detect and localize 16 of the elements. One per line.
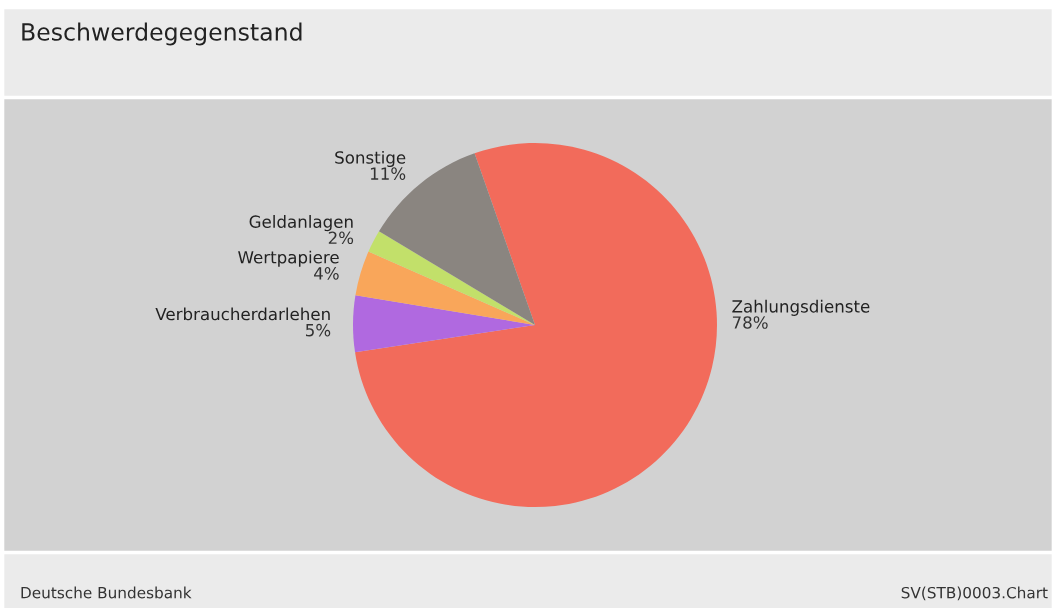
slice-label: Wertpapiere xyxy=(238,250,339,267)
data-label: 11% xyxy=(370,167,406,180)
pie-slice xyxy=(368,231,535,325)
pie-slice xyxy=(353,295,535,353)
chart-title: Beschwerdegegenstand xyxy=(22,22,302,46)
slice-label: Sonstige xyxy=(335,150,406,168)
text: Deutsche Bundesbank xyxy=(21,586,192,599)
slice-label: Zahlungsdienste xyxy=(732,299,870,316)
slice-label: Verbraucherdarlehen xyxy=(155,307,330,321)
data-label: 4% xyxy=(314,267,339,280)
text: SV(STB)0003.Chart xyxy=(901,586,1048,601)
data-label: 5% xyxy=(306,323,331,337)
data-label: 78% xyxy=(732,316,768,329)
pie-slice xyxy=(355,251,535,325)
slice-label: Geldanlagen xyxy=(249,215,353,232)
data-label: 2% xyxy=(328,231,354,245)
